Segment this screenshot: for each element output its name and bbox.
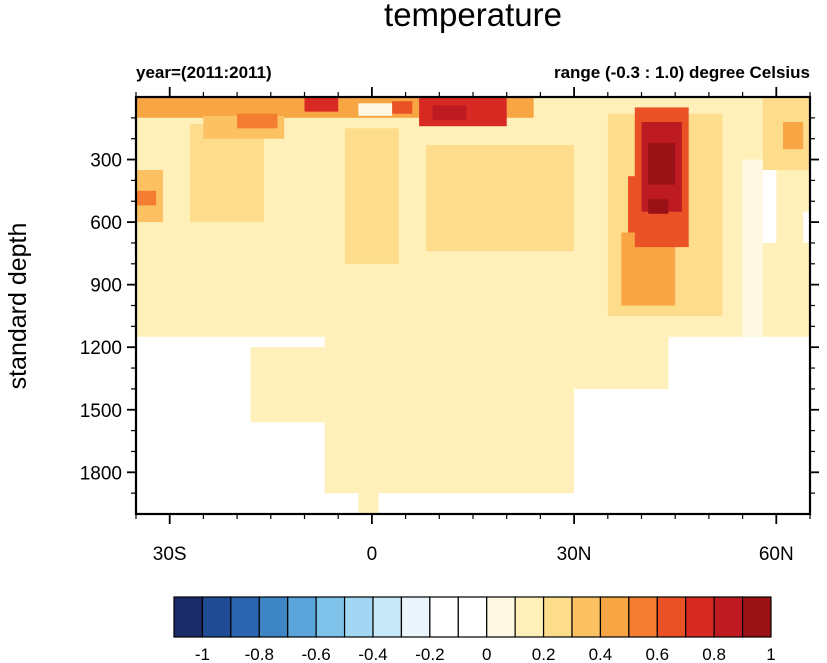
colorbar: -1 -0.8 -0.6 -0.4 -0.2 0 0.2 0.4 0.6 0.8 1 bbox=[173, 596, 776, 663]
colorbar-tick-label: 0.2 bbox=[532, 645, 556, 663]
heatmap-cell bbox=[324, 336, 575, 494]
colorbar-tick-label: -0.4 bbox=[358, 645, 387, 663]
colorbar-swatch bbox=[713, 596, 744, 638]
heatmap-cell bbox=[742, 159, 763, 337]
subtitle-right: range (-0.3 : 1.0) degree Celsius bbox=[554, 63, 810, 82]
colorbar-swatch bbox=[486, 596, 516, 638]
colorbar-swatch bbox=[258, 596, 289, 638]
chart-title: temperature bbox=[384, 0, 562, 33]
heatmap-cell bbox=[762, 170, 777, 243]
colorbar-swatch bbox=[542, 596, 573, 638]
heatmap-cell bbox=[803, 211, 810, 243]
heatmap-cell bbox=[432, 105, 467, 120]
y-tick-label: 1800 bbox=[80, 463, 122, 484]
colorbar-swatch bbox=[429, 596, 459, 638]
y-tick-label: 1200 bbox=[80, 338, 122, 359]
heatmap-cell bbox=[189, 124, 264, 223]
colorbar-swatch bbox=[173, 596, 204, 638]
colorbar-swatch bbox=[315, 596, 346, 638]
y-tick-label: 900 bbox=[90, 276, 122, 297]
colorbar-tick-label: 0.4 bbox=[589, 645, 613, 663]
colorbar-swatch bbox=[571, 596, 602, 638]
colorbar-swatch bbox=[741, 596, 772, 638]
heatmap-cell bbox=[250, 347, 325, 423]
colorbar-tick-label: 0.6 bbox=[645, 645, 669, 663]
colorbar-swatch bbox=[685, 596, 715, 638]
y-tick-label: 300 bbox=[90, 151, 122, 172]
heatmap-cell bbox=[425, 145, 575, 252]
colorbar-tick-label: 0 bbox=[482, 645, 491, 663]
x-tick-label: 60N bbox=[759, 544, 794, 565]
heatmap-cell bbox=[783, 122, 804, 150]
heatmap-cell bbox=[574, 336, 669, 389]
heatmap-cell bbox=[648, 142, 676, 185]
heatmap-cell bbox=[136, 190, 157, 206]
colorbar-tick-label: -0.6 bbox=[301, 645, 330, 663]
colorbar-tick-label: 1 bbox=[766, 645, 775, 663]
colorbar-tick-label: 0.8 bbox=[702, 645, 726, 663]
heatmap-cell bbox=[648, 199, 669, 214]
colorbar-swatch bbox=[287, 596, 317, 638]
heatmap-plot-area bbox=[136, 97, 810, 514]
colorbar-swatch bbox=[656, 596, 687, 638]
x-tick-label: 30N bbox=[557, 544, 592, 565]
colorbar-swatch bbox=[201, 596, 232, 638]
plot-frame bbox=[134, 95, 812, 516]
y-tick-label: 1500 bbox=[80, 401, 122, 422]
colorbar-swatch bbox=[372, 596, 403, 638]
heatmap-cell bbox=[237, 113, 278, 129]
heatmap-cell bbox=[392, 101, 413, 114]
x-tick-label: 0 bbox=[367, 544, 378, 565]
colorbar-swatch bbox=[628, 596, 658, 638]
heatmap-cells bbox=[136, 97, 810, 514]
heatmap-cell bbox=[358, 103, 393, 116]
y-axis-label: standard depth bbox=[4, 223, 32, 390]
colorbar-swatch bbox=[343, 596, 374, 638]
heatmap-cell bbox=[344, 128, 399, 264]
x-tick-label: 30S bbox=[153, 544, 187, 565]
heatmap-cell bbox=[358, 493, 379, 514]
colorbar-tick-label: -0.2 bbox=[415, 645, 444, 663]
colorbar-swatch bbox=[514, 596, 545, 638]
axes: 30S 0 30N 60N 300 600 900 1200 1500 1800 bbox=[80, 87, 819, 565]
subtitle-left: year=(2011:2011) bbox=[136, 63, 272, 82]
colorbar-swatch bbox=[599, 596, 630, 638]
colorbar-swatch bbox=[457, 596, 488, 638]
colorbar-tick-label: -0.8 bbox=[245, 645, 274, 663]
colorbar-tick-label: -1 bbox=[195, 645, 210, 663]
heatmap-cell bbox=[304, 97, 339, 112]
colorbar-swatch bbox=[230, 596, 260, 638]
y-tick-label: 600 bbox=[90, 213, 122, 234]
colorbar-swatch bbox=[400, 596, 431, 638]
